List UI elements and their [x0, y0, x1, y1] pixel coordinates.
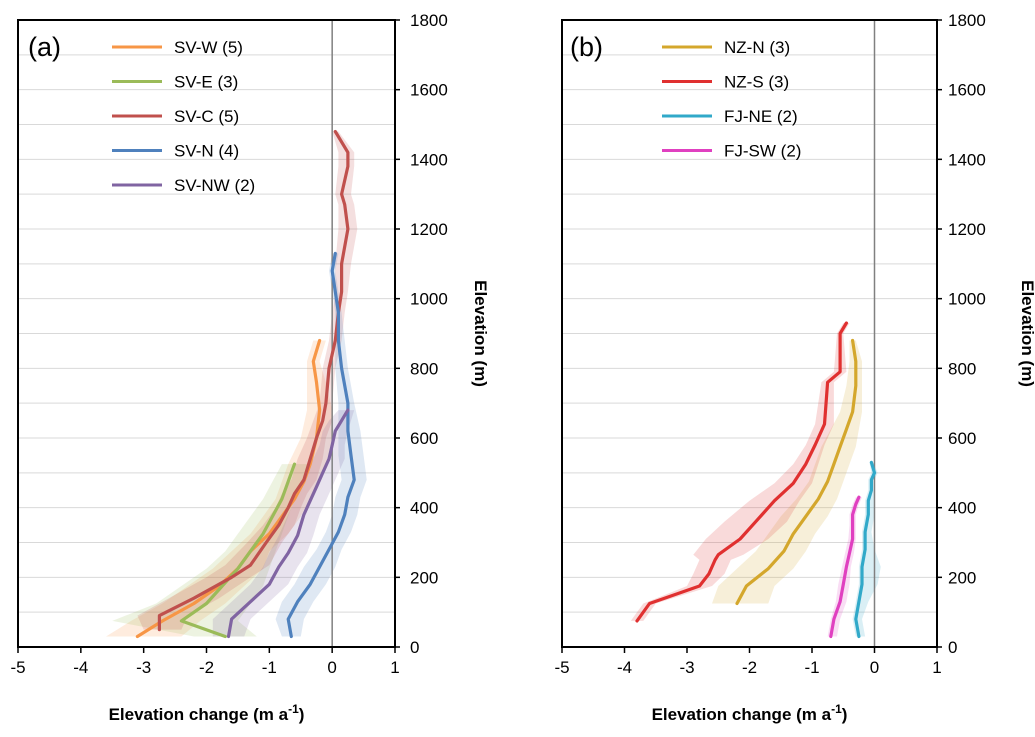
x-tick-label: -5 — [10, 658, 25, 677]
legend-label: NZ-S (3) — [724, 73, 789, 92]
x-tick-label: -4 — [617, 658, 632, 677]
y-tick-label: 1800 — [948, 11, 986, 30]
legend-label: SV-N (4) — [174, 142, 239, 161]
x-tick-label: -5 — [554, 658, 569, 677]
legend-label: FJ-SW (2) — [724, 142, 801, 161]
y-tick-label: 800 — [410, 359, 438, 378]
x-tick-label: -3 — [136, 658, 151, 677]
y-tick-label: 600 — [410, 429, 438, 448]
y-tick-label: 1400 — [948, 150, 986, 169]
x-tick-label: -4 — [73, 658, 88, 677]
legend-label: NZ-N (3) — [724, 38, 790, 57]
y-tick-label: 1600 — [948, 81, 986, 100]
series-line — [179, 462, 297, 639]
y-tick-label: 1200 — [948, 220, 986, 239]
y-tick-label: 1000 — [948, 290, 986, 309]
legend-label: FJ-NE (2) — [724, 107, 798, 126]
legend-label: SV-NW (2) — [174, 176, 255, 195]
chart-panel-2: -5 -4 -3 -2 -1 0 10200400600800100012001400160… — [554, 11, 1035, 724]
legend-label: SV-E (3) — [174, 73, 238, 92]
series-line — [226, 408, 350, 639]
x-tick-label: -1 — [262, 658, 277, 677]
y-tick-label: 1400 — [410, 150, 448, 169]
chart-panel-1: -5 -4 -3 -2 -1 0 10200400600800100012001400160… — [10, 11, 490, 724]
y-tick-label: 1200 — [410, 220, 448, 239]
series-line — [854, 460, 877, 639]
y-tick-label: 600 — [948, 429, 976, 448]
x-tick-label: -2 — [742, 658, 757, 677]
y-tick-label: 200 — [410, 568, 438, 587]
legend-label: SV-W (5) — [174, 38, 243, 57]
series-line — [829, 495, 861, 639]
y-tick-label: 800 — [948, 359, 976, 378]
y-tick-label: 0 — [948, 638, 957, 657]
x-tick-label: 0 — [327, 658, 336, 677]
series-band — [630, 323, 850, 621]
x-tick-label: 1 — [932, 658, 941, 677]
x-tick-label: -2 — [199, 658, 214, 677]
series-line — [735, 338, 858, 606]
y-axis-label: Elevation (m) — [471, 280, 490, 387]
y-tick-label: 400 — [948, 499, 976, 518]
y-tick-label: 0 — [410, 638, 419, 657]
y-axis-label: Elevation (m) — [1018, 280, 1035, 387]
x-axis-label: Elevation change (m a-1) — [109, 702, 305, 724]
y-tick-label: 1600 — [410, 81, 448, 100]
panel-label: (a) — [28, 32, 61, 62]
panel-label: (b) — [570, 32, 603, 62]
y-tick-label: 400 — [410, 499, 438, 518]
series-line — [635, 321, 848, 623]
y-tick-label: 1800 — [410, 11, 448, 30]
x-axis-label: Elevation change (m a-1) — [652, 702, 848, 724]
x-tick-label: -1 — [804, 658, 819, 677]
series-band — [212, 410, 355, 637]
x-tick-label: 1 — [390, 658, 399, 677]
x-tick-label: -3 — [679, 658, 694, 677]
x-tick-label: 0 — [870, 658, 879, 677]
y-tick-label: 200 — [948, 568, 976, 587]
series-line — [157, 129, 350, 632]
series-band — [112, 464, 307, 637]
legend-label: SV-C (5) — [174, 107, 239, 126]
y-tick-label: 1000 — [410, 290, 448, 309]
series-line — [286, 251, 356, 639]
series-band — [275, 253, 367, 637]
